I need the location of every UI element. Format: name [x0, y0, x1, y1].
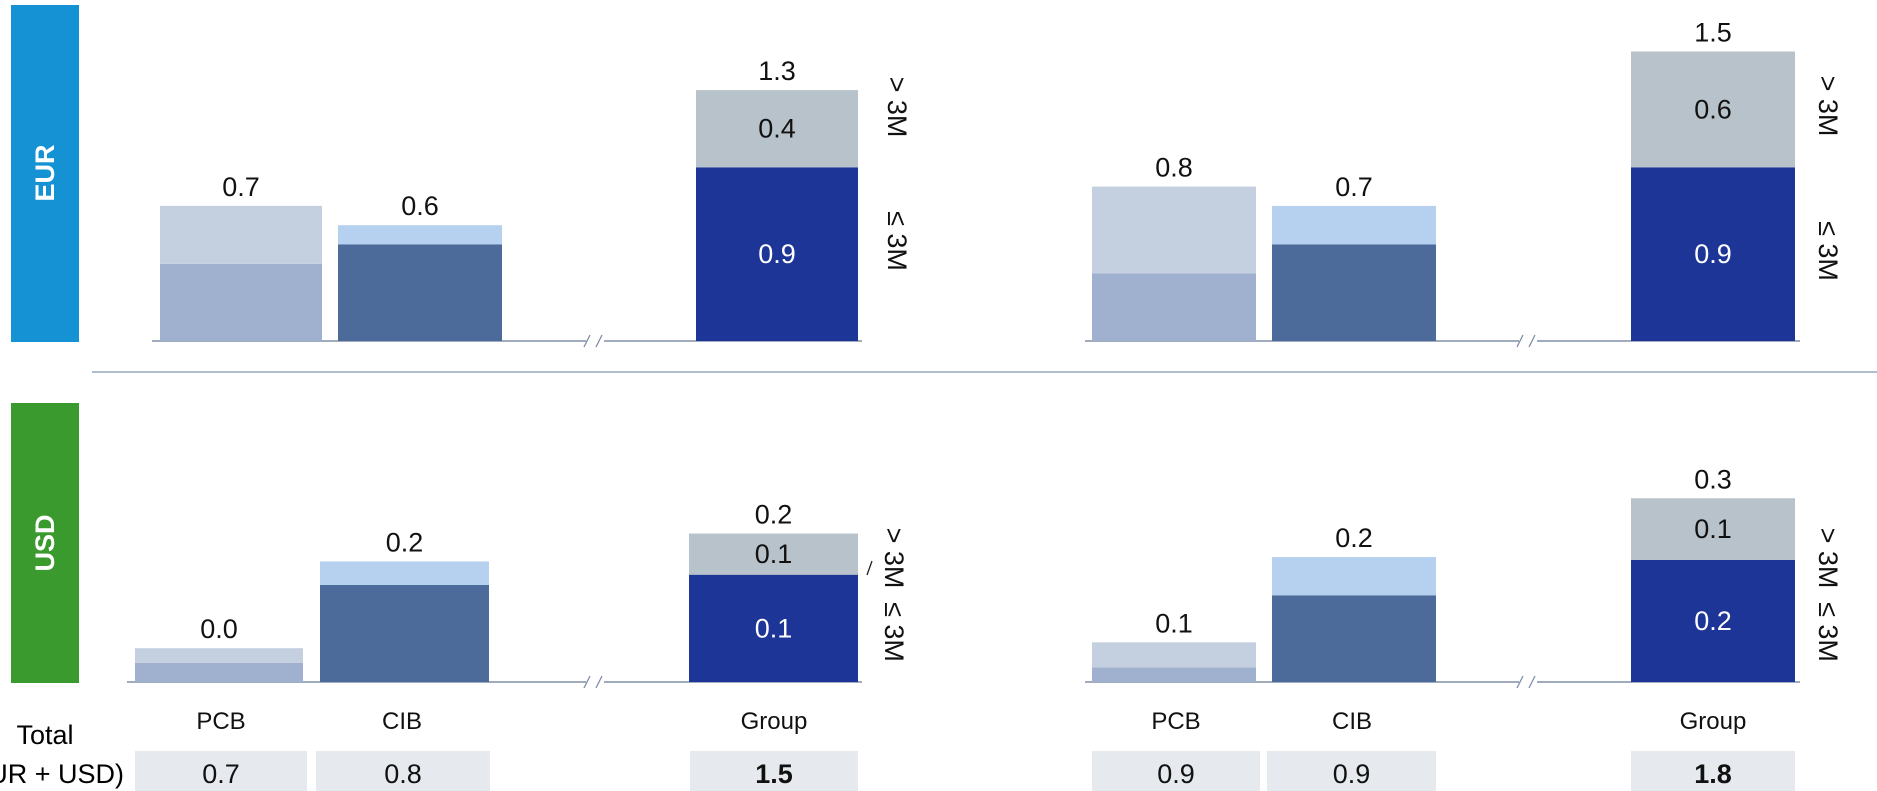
eur-right-cib-total-label: 0.7: [1335, 172, 1373, 202]
eur-right-pcb-bar-gt3m: [1092, 186, 1256, 274]
eur-left-cib-bar-le3m: [338, 244, 502, 341]
eur-left-group-bar-gt3m: [696, 90, 858, 168]
eur-row-band: [11, 5, 79, 342]
usd-left-upper-segment-caption: > 3M: [879, 528, 909, 589]
usd-left-group-le3m-label: 0.1: [755, 613, 793, 643]
left-pcb-category-label: PCB: [196, 708, 245, 735]
usd-right-axis-break-mark: [1528, 675, 1536, 689]
eur-left-axis-break-mark: [583, 334, 591, 348]
usd-left-cib-total-label: 0.2: [386, 527, 424, 557]
eur-left-group-bar-le3m: [696, 167, 858, 341]
eur-right-axis-break-mark: [1516, 334, 1524, 348]
eur-right-group-bar-gt3m: [1631, 51, 1795, 168]
eur-right-group-le3m-label: 0.9: [1694, 239, 1732, 269]
right-group-total-value: 1.8: [1694, 759, 1732, 789]
usd-left-group-bar-gt3m: [689, 533, 858, 575]
left-pcb-total-value: 0.7: [202, 759, 240, 789]
eur-left-axis-break-mark: [595, 334, 603, 348]
usd-left-pcb-bar-le3m: [135, 662, 303, 682]
eur-right-group-gt3m-label: 0.6: [1694, 94, 1732, 124]
usd-right-cib-bar-le3m: [1272, 595, 1436, 682]
usd-left-group-gt3m-label: 0.1: [755, 539, 793, 569]
left-group-category-label: Group: [741, 708, 808, 735]
total-label-line1: Total: [16, 720, 73, 750]
left-cib-total-cell: [316, 751, 490, 791]
eur-left-cib-total-label: 0.6: [401, 191, 439, 221]
eur-right-cib-bar-le3m: [1272, 244, 1436, 341]
eur-left-lower-segment-caption: ≤ 3M: [882, 211, 912, 271]
usd-left-cib-bar-le3m: [320, 584, 489, 682]
usd-left-group-bar-le3m: [689, 574, 858, 682]
eur-left-group-total-label: 1.3: [758, 56, 796, 86]
usd-right-axis-break-mark: [1516, 675, 1524, 689]
usd-right-pcb-bar-le3m: [1092, 667, 1256, 682]
eur-left-upper-segment-caption: > 3M: [882, 77, 912, 138]
eur-row-label: EUR: [30, 144, 60, 201]
usd-right-cib-bar-gt3m: [1272, 557, 1436, 596]
right-cib-total-cell: [1267, 751, 1436, 791]
right-pcb-category-label: PCB: [1151, 708, 1200, 735]
eur-right-cib-bar-gt3m: [1272, 205, 1436, 245]
usd-right-cib-total-label: 0.2: [1335, 523, 1373, 553]
usd-left-axis-break-mark: [583, 675, 591, 689]
eur-left-group-gt3m-label: 0.4: [758, 114, 796, 144]
usd-row-label: USD: [30, 514, 60, 571]
usd-left-axis-break-mark: [595, 675, 603, 689]
usd-right-pcb-total-label: 0.1: [1155, 608, 1193, 638]
eur-left-group-le3m-label: 0.9: [758, 239, 796, 269]
usd-left-group-total-label: 0.2: [755, 500, 793, 530]
eur-right-pcb-bar-le3m: [1092, 273, 1256, 341]
usd-left-pcb-total-label: 0.0: [200, 614, 238, 644]
right-group-category-label: Group: [1680, 708, 1747, 735]
right-cib-total-value: 0.9: [1333, 759, 1371, 789]
eur-right-group-total-label: 1.5: [1694, 18, 1732, 48]
right-pcb-total-cell: [1092, 751, 1260, 791]
usd-right-pcb-bar-gt3m: [1092, 642, 1256, 668]
usd-right-group-le3m-label: 0.2: [1694, 606, 1732, 636]
usd-left-pcb-bar-gt3m: [135, 648, 303, 663]
left-pcb-total-cell: [135, 751, 307, 791]
usd-right-group-total-label: 0.3: [1694, 464, 1732, 494]
eur-left-pcb-total-label: 0.7: [222, 172, 260, 202]
usd-row-band: [11, 403, 79, 683]
usd-right-group-bar-le3m: [1631, 559, 1795, 682]
right-cib-category-label: CIB: [1332, 708, 1372, 735]
usd-left-label-leader-line: [866, 560, 873, 576]
eur-right-group-bar-le3m: [1631, 167, 1795, 341]
usd-right-group-gt3m-label: 0.1: [1694, 514, 1732, 544]
left-cib-category-label: CIB: [382, 708, 422, 735]
left-group-total-cell: [690, 751, 858, 791]
usd-right-lower-segment-caption: ≤ 3M: [1813, 602, 1843, 662]
usd-right-upper-segment-caption: > 3M: [1813, 528, 1843, 589]
right-group-total-cell: [1631, 751, 1795, 791]
eur-right-lower-segment-caption: ≤ 3M: [1813, 221, 1843, 281]
left-cib-total-value: 0.8: [384, 759, 422, 789]
usd-left-cib-bar-gt3m: [320, 561, 489, 585]
eur-left-pcb-bar-le3m: [160, 263, 322, 341]
right-pcb-total-value: 0.9: [1157, 759, 1195, 789]
eur-left-cib-bar-gt3m: [338, 225, 502, 245]
total-label-line2: (EUR + USD): [0, 759, 124, 789]
eur-right-axis-break-mark: [1528, 334, 1536, 348]
eur-right-pcb-total-label: 0.8: [1155, 153, 1193, 183]
eur-left-pcb-bar-gt3m: [160, 205, 322, 264]
usd-left-lower-segment-caption: ≤ 3M: [879, 602, 909, 662]
eur-right-upper-segment-caption: > 3M: [1813, 76, 1843, 137]
left-group-total-value: 1.5: [755, 759, 793, 789]
usd-right-group-bar-gt3m: [1631, 498, 1795, 560]
